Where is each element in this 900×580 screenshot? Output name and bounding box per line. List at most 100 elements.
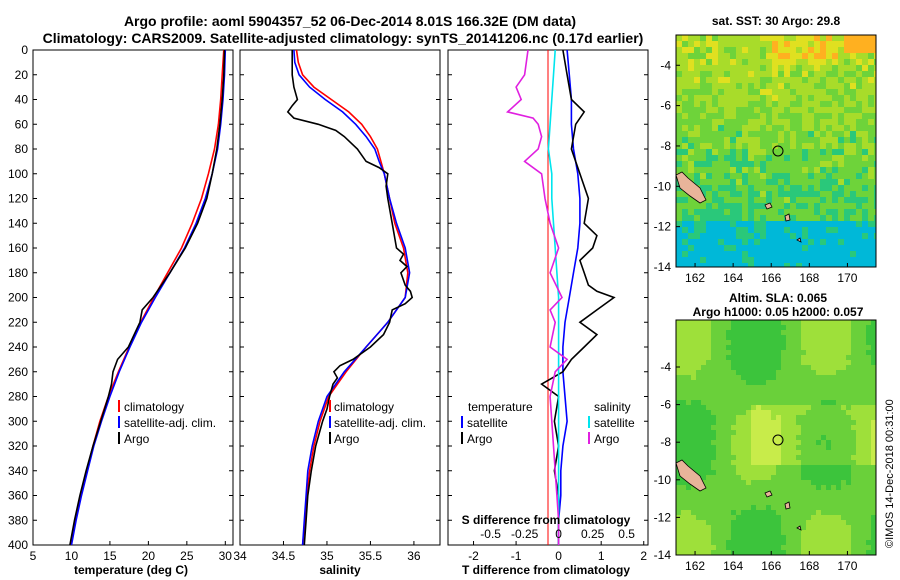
- sla-map-cell: [751, 450, 756, 455]
- sla-map-cell: [766, 385, 771, 390]
- sst-map-cell: [760, 263, 766, 267]
- sst-map-cell: [862, 101, 868, 107]
- sst-map-cell: [778, 143, 784, 149]
- sla-map-cell: [836, 445, 841, 450]
- sla-map-cell: [821, 550, 826, 555]
- sst-map-cell: [784, 227, 790, 233]
- sla-map-cell: [731, 345, 736, 350]
- sst-map-cell: [856, 149, 862, 155]
- sla-map-cell: [731, 505, 736, 510]
- sla-map-cell: [811, 550, 816, 555]
- sla-map-cell: [821, 465, 826, 470]
- sla-map-cell: [841, 375, 846, 380]
- sla-map-cell: [761, 360, 766, 365]
- sla-map-cell: [756, 545, 761, 550]
- sla-map-cell: [841, 445, 846, 450]
- sst-map-cell: [718, 185, 724, 191]
- sst-map-cell: [826, 119, 832, 125]
- sst-map-cell: [718, 215, 724, 221]
- sla-map-cell: [781, 470, 786, 475]
- sla-map-cell: [791, 435, 796, 440]
- depth-tick-label: 60: [15, 117, 29, 131]
- sst-map-cell: [868, 155, 874, 161]
- sla-map-cell: [676, 375, 681, 380]
- sst-map-cell: [766, 215, 772, 221]
- sst-map-cell: [826, 221, 832, 227]
- sla-map-cell: [786, 515, 791, 520]
- sst-map-cell: [796, 89, 802, 95]
- sla-map-cell: [816, 495, 821, 500]
- sst-map-cell: [796, 47, 802, 53]
- sla-map-cell: [681, 425, 686, 430]
- sla-map-cell: [696, 350, 701, 355]
- sla-map-cell: [776, 455, 781, 460]
- sla-map-cell: [741, 505, 746, 510]
- sst-map-cell: [868, 191, 874, 197]
- sst-map-cell: [700, 59, 706, 65]
- sst-map-cell: [694, 125, 700, 131]
- sla-map-cell: [856, 485, 861, 490]
- sla-map-cell: [806, 470, 811, 475]
- sst-map-cell: [676, 71, 682, 77]
- sla-map-cell: [701, 450, 706, 455]
- sst-map-cell: [754, 167, 760, 173]
- sst-map-cell: [718, 161, 724, 167]
- sst-map-cell: [844, 221, 850, 227]
- depth-tick-label: 380: [8, 513, 28, 527]
- sst-map-cell: [862, 89, 868, 95]
- sla-map-cell: [676, 350, 681, 355]
- sla-map-cell: [801, 405, 806, 410]
- sla-map-cell: [801, 450, 806, 455]
- sla-map-cell: [786, 400, 791, 405]
- sst-map-cell: [742, 119, 748, 125]
- sla-map-cell: [796, 495, 801, 500]
- legend-t-satellite-label: satellite: [467, 416, 508, 430]
- sla-map-cell: [836, 425, 841, 430]
- sla-map-cell: [716, 515, 721, 520]
- sla-map-cell: [766, 435, 771, 440]
- sla-map-cell: [816, 405, 821, 410]
- sla-map-cell: [831, 385, 836, 390]
- sla-map-cell: [751, 500, 756, 505]
- sst-map-cell: [850, 209, 856, 215]
- sla-map-cell: [811, 415, 816, 420]
- sst-map-cell: [796, 107, 802, 113]
- sla-map-cell: [851, 365, 856, 370]
- sst-map-cell: [748, 71, 754, 77]
- sla-map-cell: [836, 385, 841, 390]
- sla-map-cell: [686, 365, 691, 370]
- sla-map-cell: [716, 425, 721, 430]
- sla-map-cell: [846, 520, 851, 525]
- sla-map-cell: [851, 550, 856, 555]
- sst-map-cell: [850, 35, 856, 41]
- sst-map-cell: [694, 155, 700, 161]
- sst-map-cell: [874, 161, 876, 167]
- sla-map-cell: [786, 480, 791, 485]
- sla-map-cell: [846, 545, 851, 550]
- sla-map-cell: [821, 385, 826, 390]
- sst-map-cell: [874, 47, 876, 53]
- sst-map-cell: [724, 167, 730, 173]
- sla-map-cell: [766, 420, 771, 425]
- sst-map-cell: [742, 197, 748, 203]
- sst-map-cell: [838, 53, 844, 59]
- sla-map-cell: [706, 405, 711, 410]
- sst-map-cell: [688, 131, 694, 137]
- sla-map-cell: [856, 365, 861, 370]
- sla-map-cell: [766, 450, 771, 455]
- sla-map-cell: [856, 400, 861, 405]
- sst-map-cell: [862, 215, 868, 221]
- sst-map-cell: [856, 209, 862, 215]
- sst-map-cell: [694, 239, 700, 245]
- sst-map-cell: [754, 59, 760, 65]
- sla-map-cell: [716, 445, 721, 450]
- sst-map-cell: [778, 245, 784, 251]
- sla-map-cell: [816, 410, 821, 415]
- sst-map-cell: [856, 191, 862, 197]
- sla-map-cell: [836, 420, 841, 425]
- sst-map-cell: [730, 173, 736, 179]
- sst-map-cell: [706, 89, 712, 95]
- sla-map-cell: [851, 480, 856, 485]
- sst-map-cell: [706, 227, 712, 233]
- sst-map-cell: [862, 257, 868, 263]
